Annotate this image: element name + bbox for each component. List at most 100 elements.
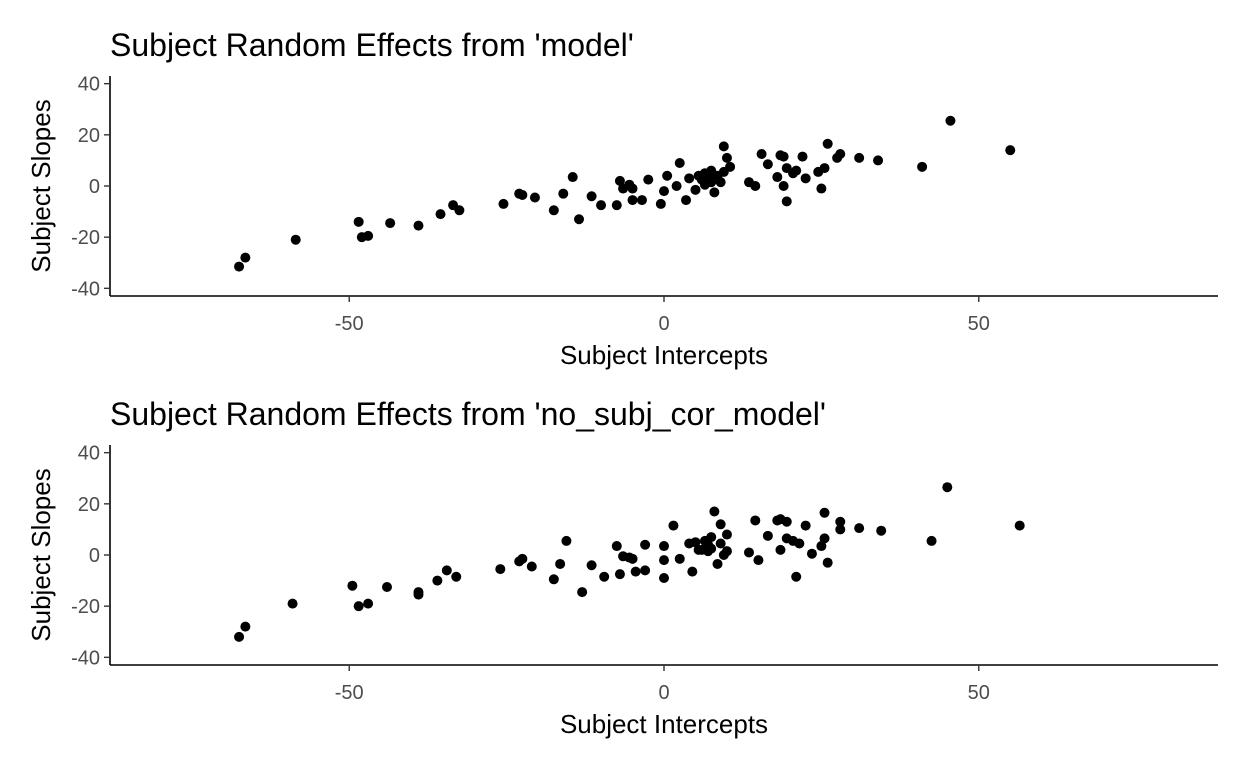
data-point bbox=[498, 198, 509, 209]
x-tick-label: -50 bbox=[335, 682, 364, 704]
y-tick-label: 20 bbox=[78, 125, 100, 147]
data-point bbox=[234, 261, 245, 272]
data-point bbox=[363, 230, 374, 241]
data-point bbox=[432, 575, 443, 586]
data-point bbox=[659, 573, 669, 584]
data-point bbox=[627, 553, 638, 564]
y-tick-label: -40 bbox=[71, 278, 100, 300]
data-point bbox=[800, 173, 811, 184]
data-point bbox=[725, 161, 736, 172]
data-point bbox=[555, 558, 566, 569]
data-point bbox=[709, 187, 720, 198]
data-point bbox=[706, 543, 717, 554]
y-tick-label: -20 bbox=[71, 227, 100, 249]
data-point bbox=[574, 214, 585, 225]
data-point bbox=[772, 172, 783, 183]
chart-title: Subject Random Effects from 'model' bbox=[110, 27, 634, 63]
data-point bbox=[806, 548, 817, 559]
data-point bbox=[794, 538, 805, 549]
data-points bbox=[234, 482, 1025, 642]
data-point bbox=[690, 537, 701, 548]
data-point bbox=[819, 163, 830, 174]
data-point bbox=[659, 555, 669, 566]
data-point bbox=[835, 524, 846, 535]
data-point bbox=[687, 566, 698, 577]
data-point bbox=[781, 516, 792, 527]
data-point bbox=[558, 188, 569, 199]
data-point bbox=[290, 234, 301, 245]
data-point bbox=[548, 205, 559, 216]
data-point bbox=[721, 529, 732, 540]
data-point bbox=[240, 252, 251, 263]
data-point bbox=[674, 553, 685, 564]
data-point bbox=[561, 535, 572, 546]
chart-title: Subject Random Effects from 'no_subj_cor… bbox=[110, 396, 826, 432]
data-point bbox=[718, 141, 729, 152]
data-point bbox=[762, 159, 773, 170]
data-point bbox=[684, 173, 695, 184]
data-point bbox=[655, 198, 666, 209]
data-point bbox=[750, 515, 761, 526]
y-tick-label: -20 bbox=[71, 596, 100, 618]
data-point bbox=[706, 532, 717, 543]
data-point bbox=[659, 186, 669, 197]
data-point bbox=[596, 200, 607, 211]
data-point bbox=[791, 571, 802, 582]
data-point bbox=[781, 196, 792, 207]
data-point bbox=[614, 175, 625, 186]
data-point bbox=[917, 161, 928, 172]
data-point bbox=[659, 541, 669, 552]
x-tick-label: 50 bbox=[968, 313, 990, 335]
data-point bbox=[681, 195, 692, 206]
data-point bbox=[627, 183, 638, 194]
data-point bbox=[712, 558, 723, 569]
x-tick-label: 0 bbox=[658, 313, 669, 335]
data-point bbox=[762, 530, 773, 541]
data-point bbox=[548, 574, 559, 585]
data-point bbox=[778, 151, 789, 162]
data-point bbox=[526, 561, 537, 572]
data-point bbox=[945, 115, 956, 126]
data-point bbox=[1005, 145, 1016, 156]
data-point bbox=[854, 152, 865, 163]
data-point bbox=[775, 544, 786, 555]
data-point bbox=[240, 621, 251, 632]
data-point bbox=[636, 195, 647, 206]
data-point bbox=[662, 170, 673, 181]
y-tick-label: 0 bbox=[89, 545, 100, 567]
data-point bbox=[353, 601, 364, 612]
data-point bbox=[451, 571, 462, 582]
data-point bbox=[353, 216, 364, 227]
data-point bbox=[586, 191, 597, 202]
data-point bbox=[454, 205, 465, 216]
data-point bbox=[778, 181, 789, 191]
data-point bbox=[743, 547, 754, 558]
x-tick-label: -50 bbox=[335, 313, 364, 335]
y-tick-label: 40 bbox=[78, 74, 100, 96]
data-point bbox=[630, 566, 641, 577]
data-point bbox=[800, 520, 811, 531]
data-point bbox=[234, 631, 245, 642]
data-point bbox=[709, 506, 720, 517]
data-point bbox=[690, 184, 701, 195]
data-point bbox=[721, 546, 732, 557]
data-point bbox=[517, 553, 528, 564]
data-point bbox=[441, 565, 452, 576]
data-point bbox=[517, 189, 528, 200]
data-point bbox=[715, 538, 726, 549]
y-tick-label: 40 bbox=[78, 443, 100, 465]
chart-panel-1: Subject Random Effects from 'model' -40 -2… bbox=[26, 27, 1218, 370]
data-point bbox=[753, 555, 764, 566]
data-points bbox=[234, 115, 1016, 272]
data-point bbox=[385, 218, 396, 229]
data-point bbox=[347, 580, 358, 591]
data-point bbox=[816, 183, 827, 194]
data-point bbox=[715, 177, 726, 188]
chart-panel-2: Subject Random Effects from 'no_subj_cor… bbox=[26, 396, 1218, 739]
data-point bbox=[287, 598, 298, 609]
data-point bbox=[822, 557, 833, 568]
data-point bbox=[756, 149, 767, 160]
data-point bbox=[706, 177, 717, 188]
data-point bbox=[413, 220, 424, 231]
